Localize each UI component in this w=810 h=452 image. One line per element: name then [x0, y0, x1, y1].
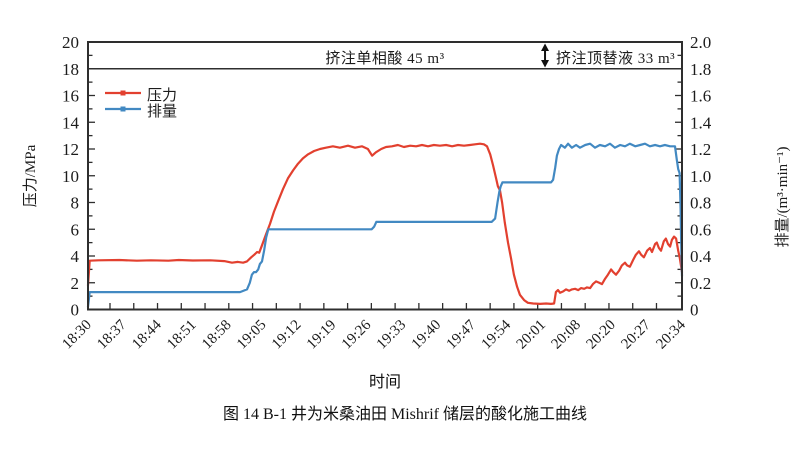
x-tick-label: 18:51: [164, 317, 199, 352]
y-right-tick-label: 0: [690, 301, 699, 320]
x-axis-title: 时间: [368, 374, 401, 391]
y-left-tick-label: 4: [71, 247, 80, 266]
y-right-tick-label: 0.4: [690, 247, 712, 266]
legend-line-pressure-marker: [120, 90, 126, 96]
x-tick-label: 18:37: [94, 317, 130, 353]
x-tick-label: 19:54: [479, 317, 515, 353]
y-left-tick-label: 6: [71, 220, 80, 239]
legend-label-rate: 排量: [147, 104, 178, 120]
x-tick-label: 20:34: [653, 317, 689, 353]
plot-frame: [87, 41, 683, 311]
stage-divider-arrow-up-head: [541, 43, 550, 51]
x-tick-label: 19:47: [444, 317, 480, 353]
x-tick-label: 18:58: [199, 317, 234, 352]
annotation-stage2-displacement-volume: 挤注顶替液 33 m³: [556, 51, 676, 67]
x-tick-label: 18:30: [59, 317, 94, 352]
y-left-tick-label: 18: [62, 60, 79, 79]
y-right-tick-label: 0.2: [690, 274, 711, 293]
x-tick-label: 19:05: [234, 317, 269, 352]
y-right-tick-label: 1.0: [690, 167, 711, 186]
y-left-tick-label: 10: [62, 167, 79, 186]
y-right-tick-label: 1.8: [690, 60, 711, 79]
x-tick-label: 20:20: [583, 317, 618, 352]
y-right-tick-label: 0.6: [690, 220, 711, 239]
y-left-tick-label: 16: [62, 87, 79, 106]
y-left-tick-label: 2: [71, 274, 80, 293]
x-tick-label: 19:12: [269, 317, 304, 352]
y-left-tick-label: 8: [71, 194, 80, 213]
x-tick-label: 19:40: [409, 317, 444, 352]
figure-caption: 图 14 B-1 井为米桑油田 Mishrif 储层的酸化施工曲线: [222, 406, 587, 423]
y-right-tick-label: 0.8: [690, 194, 711, 213]
y-right-tick-label: 2.0: [690, 33, 711, 52]
y-right-tick-label: 1.4: [690, 113, 712, 132]
x-tick-label: 19:26: [339, 317, 375, 353]
annotation-stage1-acid-volume: 挤注单相酸 45 m³: [325, 51, 445, 67]
x-tick-label: 19:19: [304, 317, 339, 352]
y-left-tick-label: 20: [62, 33, 79, 52]
x-tick-label: 20:01: [514, 317, 549, 352]
y-axis-title-left: 压力/MPa: [23, 144, 39, 208]
series-line-rate: [86, 142, 684, 308]
x-tick-label: 18:44: [129, 317, 165, 353]
series-line-pressure: [86, 142, 684, 305]
y-left-tick-label: 12: [62, 140, 79, 159]
y-axis-title-right: 排量/(m³·min⁻¹): [775, 146, 791, 248]
legend-line-rate-marker: [120, 106, 126, 112]
y-right-tick-label: 1.2: [690, 140, 711, 159]
x-tick-label: 20:08: [549, 317, 584, 352]
y-left-tick-label: 0: [71, 301, 80, 320]
x-tick-label: 19:33: [374, 317, 409, 352]
legend-label-pressure: 压力: [147, 88, 178, 104]
stage-divider-arrow-down-head: [541, 60, 550, 68]
y-left-tick-label: 14: [62, 113, 80, 132]
y-right-tick-label: 1.6: [690, 87, 711, 106]
x-tick-label: 20:27: [618, 317, 654, 353]
